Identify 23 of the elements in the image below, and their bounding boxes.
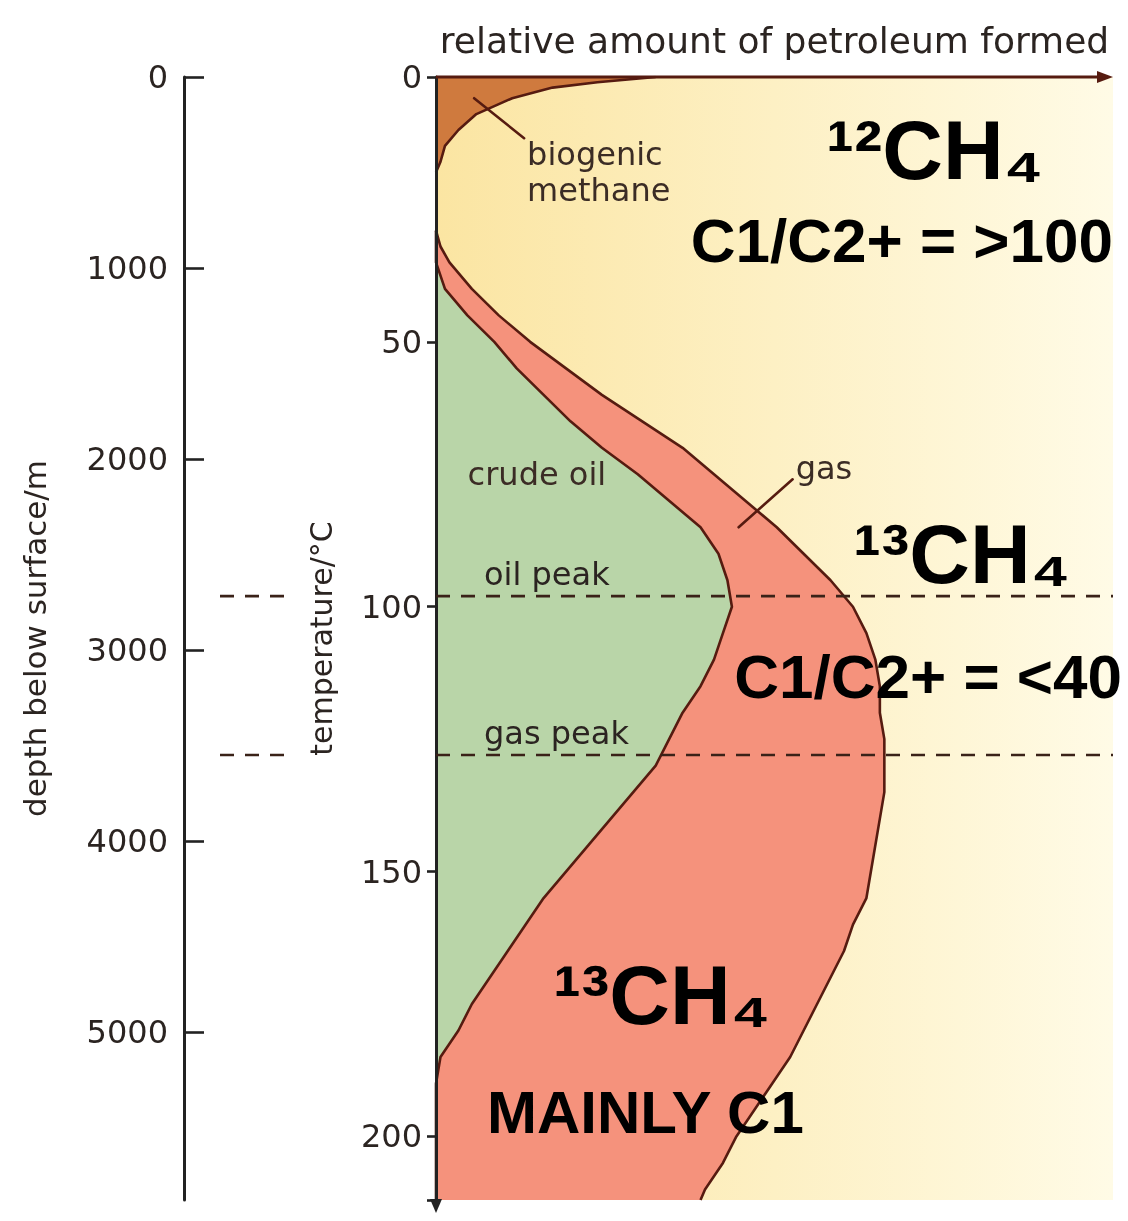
y-tick-label: 200 (360, 1117, 422, 1156)
y2-axis-title: depth below surface/m (16, 460, 53, 817)
ref-line-label: gas peak (484, 714, 630, 753)
y2-tick-label: 0 (147, 58, 168, 96)
series-label: gas (795, 449, 853, 488)
y2-tick-label: 1000 (86, 248, 168, 287)
annotation: ¹³CH₄ (853, 507, 1071, 601)
annotation: C1/C2+ = >100 (690, 205, 1113, 275)
ref-line-label: oil peak (484, 555, 611, 594)
y2-tick-label: 4000 (86, 821, 168, 860)
y-tick-label: 50 (381, 322, 422, 361)
series-label: crude oil (467, 455, 607, 494)
y-tick-label: 0 (401, 58, 422, 96)
legend-label: biogenic methane (527, 135, 673, 210)
annotation: ¹²CH₄ (826, 103, 1044, 197)
annotation: ¹³CH₄ (553, 948, 771, 1042)
y-tick-label: 100 (360, 587, 422, 626)
y-tick-label: 150 (360, 852, 422, 891)
y2-tick-label: 5000 (86, 1012, 168, 1051)
x-axis-title: relative amount of petroleum formed (439, 19, 1110, 61)
y2-tick-label: 3000 (86, 630, 168, 669)
y-axis-title: temperature/°C (303, 521, 339, 756)
y2-tick-label: 2000 (86, 439, 168, 478)
